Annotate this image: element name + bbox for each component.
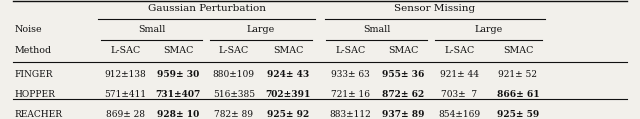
Text: L-SAC: L-SAC [110, 46, 140, 55]
Text: 928± 10: 928± 10 [157, 110, 199, 119]
Text: 925± 92: 925± 92 [267, 110, 309, 119]
Text: 883±112: 883±112 [330, 110, 372, 119]
Text: 937± 89: 937± 89 [382, 110, 424, 119]
Text: Method: Method [15, 46, 52, 55]
Text: SMAC: SMAC [163, 46, 193, 55]
Text: FINGER: FINGER [15, 70, 53, 79]
Text: SMAC: SMAC [273, 46, 303, 55]
Text: SMAC: SMAC [388, 46, 418, 55]
Text: L-SAC: L-SAC [444, 46, 474, 55]
Text: 872± 62: 872± 62 [382, 90, 424, 99]
Text: 703±  7: 703± 7 [441, 90, 477, 99]
Text: Gaussian Perturbation: Gaussian Perturbation [148, 4, 266, 13]
Text: HOPPER: HOPPER [15, 90, 56, 99]
Text: 912±138: 912±138 [104, 70, 146, 79]
Text: 516±385: 516±385 [212, 90, 255, 99]
Text: 721± 16: 721± 16 [331, 90, 370, 99]
Text: 921± 44: 921± 44 [440, 70, 479, 79]
Text: REACHER: REACHER [15, 110, 63, 119]
Text: 571±411: 571±411 [104, 90, 147, 99]
Text: Small: Small [363, 25, 390, 34]
Text: Large: Large [247, 25, 275, 34]
Text: L-SAC: L-SAC [219, 46, 249, 55]
Text: 702±391: 702±391 [266, 90, 311, 99]
Text: 933± 63: 933± 63 [332, 70, 370, 79]
Text: 925± 59: 925± 59 [497, 110, 539, 119]
Text: Small: Small [138, 25, 165, 34]
Text: Sensor Missing: Sensor Missing [394, 4, 475, 13]
Text: 880±109: 880±109 [212, 70, 255, 79]
Text: 731±407: 731±407 [156, 90, 201, 99]
Text: Large: Large [474, 25, 502, 34]
Text: 869± 28: 869± 28 [106, 110, 145, 119]
Text: 782± 89: 782± 89 [214, 110, 253, 119]
Text: 955± 36: 955± 36 [382, 70, 424, 79]
Text: SMAC: SMAC [503, 46, 533, 55]
Text: 959± 30: 959± 30 [157, 70, 199, 79]
Text: 924± 43: 924± 43 [267, 70, 309, 79]
Text: L-SAC: L-SAC [335, 46, 366, 55]
Text: 854±169: 854±169 [438, 110, 480, 119]
Text: Noise: Noise [15, 25, 42, 34]
Text: 866± 61: 866± 61 [497, 90, 540, 99]
Text: 921± 52: 921± 52 [499, 70, 538, 79]
